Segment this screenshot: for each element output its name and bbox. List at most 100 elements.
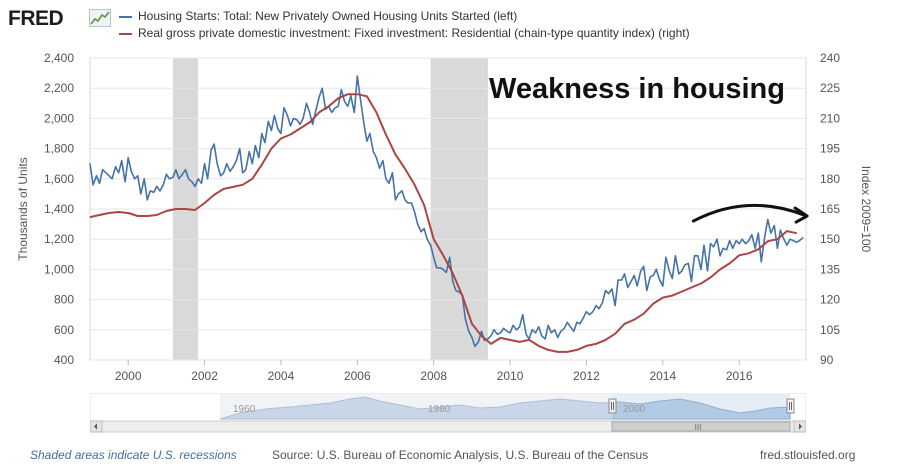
data-point-housing-starts	[652, 274, 654, 277]
data-point-housing-starts	[130, 170, 132, 172]
data-point-housing-starts	[684, 264, 686, 266]
x-tick-label: 2004	[268, 369, 295, 383]
data-point-housing-starts	[509, 332, 511, 334]
y-tick-label-left: 600	[54, 323, 74, 337]
data-point-housing-starts	[118, 172, 120, 174]
data-point-housing-starts	[420, 231, 422, 233]
data-point-housing-starts	[541, 335, 543, 337]
data-point-housing-starts	[754, 247, 756, 249]
range-navigator[interactable]: 1960 1980 2000 III	[89, 392, 807, 433]
data-point-housing-starts	[477, 341, 479, 343]
data-point-housing-starts	[535, 332, 537, 334]
data-point-residential-investment	[280, 137, 282, 140]
fred-chart-icon	[89, 9, 111, 27]
x-tick-label: 2012	[573, 369, 600, 383]
data-point-housing-starts	[359, 98, 361, 100]
data-point-housing-starts	[760, 261, 762, 263]
data-point-housing-starts	[197, 178, 199, 180]
data-point-residential-investment	[337, 97, 339, 99]
x-tick-label: 2010	[497, 369, 524, 383]
data-point-residential-investment	[786, 230, 788, 232]
data-point-housing-starts	[350, 95, 352, 97]
data-point-housing-starts	[480, 330, 483, 332]
data-point-residential-investment	[108, 212, 110, 214]
data-point-residential-investment	[461, 294, 463, 297]
site-link[interactable]: fred.stlouisfed.org	[760, 448, 856, 462]
data-point-housing-starts	[413, 211, 416, 213]
data-point-housing-starts	[792, 240, 794, 242]
data-point-housing-starts	[334, 107, 336, 109]
data-point-residential-investment	[757, 248, 759, 250]
data-point-residential-investment	[127, 212, 129, 214]
data-point-housing-starts	[627, 286, 629, 289]
data-point-housing-starts	[471, 336, 473, 338]
data-point-housing-starts	[433, 256, 435, 258]
data-point-housing-starts	[344, 101, 346, 103]
legend-item-residential-investment[interactable]: Real gross private domestic investment: …	[119, 25, 690, 42]
data-point-residential-investment	[413, 184, 416, 186]
data-point-housing-starts	[640, 270, 642, 272]
data-point-housing-starts	[283, 107, 285, 109]
data-point-housing-starts	[207, 178, 209, 180]
data-point-housing-starts	[703, 244, 705, 246]
data-point-housing-starts	[547, 324, 549, 326]
data-point-housing-starts	[356, 75, 358, 77]
data-point-housing-starts	[191, 181, 193, 183]
y-tick-label-left: 1,200	[44, 232, 74, 246]
data-point-housing-starts	[340, 89, 342, 91]
data-point-residential-investment	[213, 194, 215, 196]
data-point-housing-starts	[261, 132, 263, 135]
data-point-housing-starts	[175, 169, 177, 171]
data-point-residential-investment	[89, 216, 91, 218]
data-point-housing-starts	[423, 228, 425, 230]
data-point-housing-starts	[725, 249, 728, 251]
y-tick-label-left: 2,000	[44, 111, 74, 125]
data-point-housing-starts	[407, 202, 409, 204]
data-point-housing-starts	[143, 178, 145, 180]
data-point-residential-investment	[223, 188, 225, 190]
data-point-residential-investment	[137, 215, 139, 217]
data-point-residential-investment	[547, 349, 549, 351]
data-point-housing-starts	[168, 178, 171, 180]
data-point-housing-starts	[595, 305, 597, 307]
data-point-housing-starts	[716, 238, 718, 240]
data-point-housing-starts	[557, 336, 559, 338]
data-point-residential-investment	[538, 345, 540, 347]
data-point-housing-starts	[232, 166, 234, 168]
fred-logo[interactable]: FRED	[8, 7, 64, 30]
scrollbar-thumb[interactable]	[611, 421, 791, 432]
navigator-selection[interactable]	[612, 394, 790, 420]
data-point-residential-investment	[690, 286, 693, 289]
y-tick-label-left: 1,400	[44, 202, 74, 216]
data-point-residential-investment	[318, 111, 320, 113]
data-point-housing-starts	[296, 119, 298, 121]
data-point-residential-investment	[289, 133, 292, 136]
data-point-housing-starts	[757, 232, 759, 234]
data-point-residential-investment	[156, 214, 158, 216]
navigator-handle-left[interactable]	[608, 398, 617, 414]
data-point-housing-starts	[254, 144, 256, 147]
data-point-residential-investment	[347, 93, 349, 95]
data-point-housing-starts	[375, 157, 377, 159]
data-point-housing-starts	[404, 199, 406, 201]
data-point-housing-starts	[798, 240, 801, 242]
data-point-housing-starts	[89, 163, 91, 165]
data-point-housing-starts	[277, 128, 279, 130]
data-point-housing-starts	[751, 234, 753, 236]
data-point-housing-starts	[655, 268, 657, 270]
data-point-housing-starts	[223, 172, 225, 174]
data-point-residential-investment	[394, 154, 397, 156]
legend-swatch-residential-investment	[119, 32, 132, 35]
navigator-handle-right[interactable]	[786, 398, 795, 414]
legend-item-housing-starts[interactable]: Housing Starts: Total: New Privately Own…	[119, 8, 690, 25]
data-point-housing-starts	[519, 326, 521, 328]
data-point-residential-investment	[595, 343, 597, 345]
data-point-housing-starts	[430, 244, 432, 246]
data-point-housing-starts	[560, 330, 562, 332]
data-point-housing-starts	[417, 223, 419, 225]
data-point-housing-starts	[258, 157, 260, 159]
annotation-text: Weakness in housing	[489, 73, 785, 105]
data-point-housing-starts	[741, 238, 743, 240]
data-point-housing-starts	[592, 311, 594, 313]
y-tick-label-left: 1,600	[44, 172, 74, 186]
